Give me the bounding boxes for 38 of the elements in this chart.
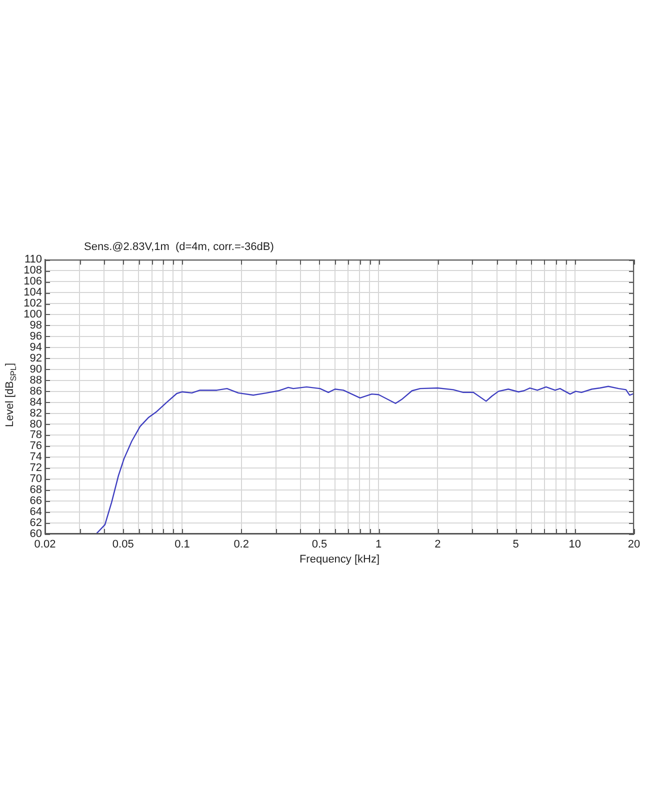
y-tick-label: 86 (30, 385, 42, 398)
x-tick-label: 0.2 (234, 538, 249, 551)
y-tick-label: 110 (24, 254, 42, 266)
y-tick-label: 106 (24, 276, 42, 288)
y-tick-label: 68 (30, 484, 42, 496)
y-tick-label: 78 (30, 429, 42, 442)
x-tick-label: 10 (568, 538, 582, 551)
x-tick-label: 2 (434, 538, 441, 551)
y-tick-label: 80 (30, 418, 42, 430)
y-tick-label: 64 (30, 506, 42, 518)
x-tick-label: 5 (512, 538, 519, 551)
y-tick-label: 108 (24, 264, 42, 277)
y-tick-label: 96 (30, 330, 42, 342)
y-tick-label: 104 (24, 286, 42, 299)
y-tick-label: 98 (30, 319, 42, 332)
x-tick-label: 0.05 (112, 538, 134, 551)
y-tick-label: 94 (30, 341, 42, 354)
y-tick-label: 70 (30, 473, 42, 486)
x-tick-label: 0.1 (174, 538, 190, 551)
y-tick-label: 82 (30, 407, 42, 420)
y-tick-label: 62 (30, 517, 42, 530)
x-axis-title: Frequency [kHz] (299, 553, 380, 566)
y-tick-label: 66 (30, 495, 42, 508)
y-tick-label: 102 (24, 298, 42, 310)
x-tick-label: 0.02 (34, 538, 56, 551)
y-tick-label: 60 (30, 528, 42, 540)
x-tick-label: 1 (376, 538, 382, 551)
y-tick-label: 90 (30, 363, 42, 376)
x-tick-label: 20 (628, 538, 640, 551)
y-tick-label: 92 (30, 352, 42, 364)
y-tick-label: 72 (30, 462, 42, 474)
y-tick-label: 84 (30, 396, 42, 408)
y-tick-label: 74 (30, 451, 42, 464)
chart-title: Sens.@2.83V,1m (d=4m, corr.=-36dB) (84, 241, 274, 253)
y-tick-label: 76 (30, 440, 42, 452)
y-tick-label: 100 (24, 308, 42, 321)
x-tick-label: 0.5 (312, 538, 328, 551)
y-tick-label: 88 (30, 374, 42, 386)
